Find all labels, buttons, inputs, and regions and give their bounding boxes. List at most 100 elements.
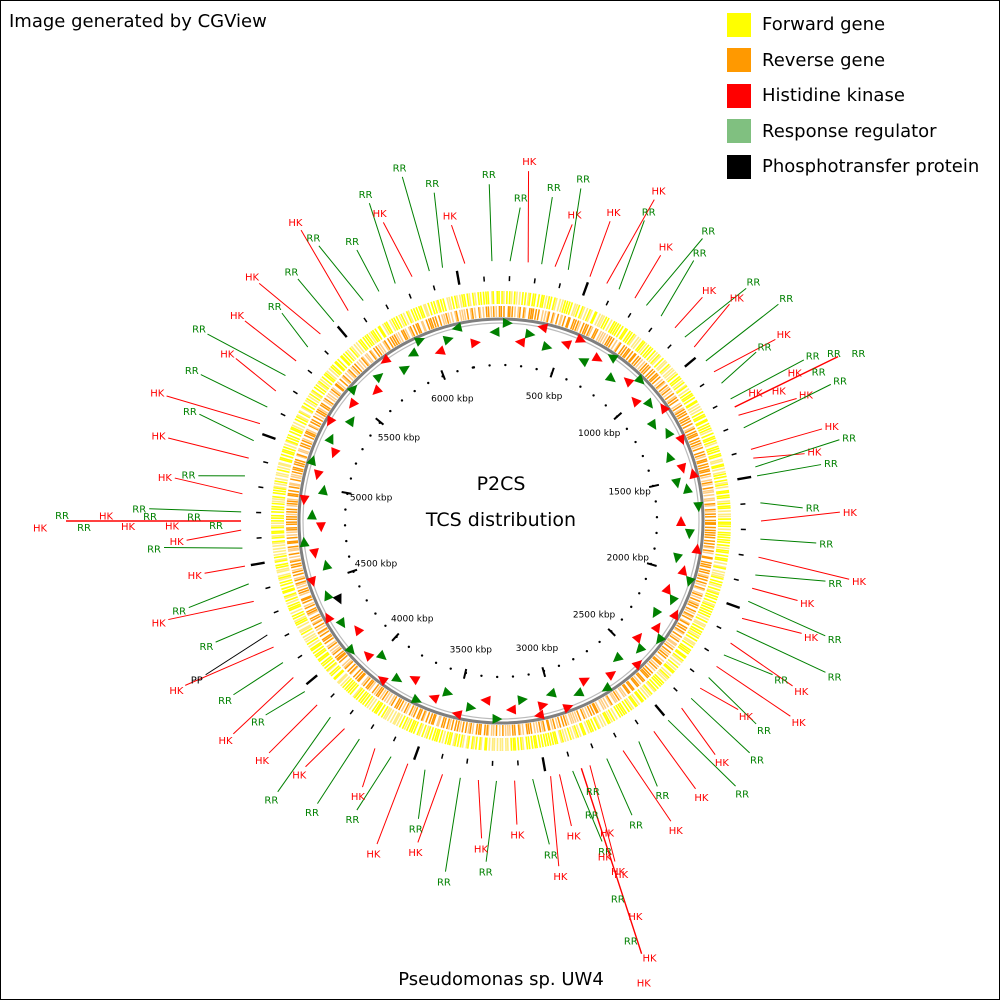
tcs-label: RR [185, 366, 199, 377]
reverse-gene-mark [312, 415, 324, 423]
reverse-gene-mark [308, 424, 319, 431]
forward-gene-mark [439, 298, 445, 312]
reverse-gene-mark [594, 701, 602, 713]
tcs-callout-line [638, 741, 658, 787]
tcs-arrowhead [560, 340, 573, 350]
forward-gene-mark [667, 373, 679, 383]
reverse-gene-mark [366, 680, 375, 690]
reverse-gene-mark [298, 447, 310, 454]
forward-gene-mark [539, 294, 544, 308]
tcs-arrowhead [325, 612, 335, 624]
forward-gene-mark [711, 573, 725, 579]
forward-gene-mark [271, 508, 285, 511]
outer-tick [412, 746, 421, 761]
forward-gene-mark [285, 438, 299, 446]
forward-gene-mark [702, 435, 716, 442]
forward-gene-mark [567, 302, 574, 315]
forward-gene-mark [311, 389, 324, 399]
forward-gene-mark [284, 593, 298, 600]
forward-gene-mark [337, 358, 348, 369]
tcs-label: HK [788, 369, 803, 380]
forward-gene-mark [281, 584, 295, 591]
ruler-dot [585, 650, 589, 653]
forward-gene-mark [291, 610, 305, 618]
tcs-arrowhead [335, 617, 346, 629]
reverse-gene-mark [288, 548, 300, 552]
tcs-callout-line [618, 220, 645, 290]
reverse-gene-mark [617, 344, 626, 355]
tcs-callout-line [755, 439, 840, 468]
legend-label: Phosphotransfer protein [762, 156, 980, 178]
forward-gene-mark [417, 305, 425, 319]
tcs-arrowhead [652, 606, 663, 618]
reverse-gene-mark [703, 545, 715, 549]
ruler-tick [347, 568, 358, 574]
forward-gene-mark [561, 729, 567, 742]
tcs-label: HK [739, 712, 754, 723]
reverse-gene-mark [637, 360, 646, 371]
forward-gene-mark [285, 440, 298, 447]
reverse-gene-mark [458, 720, 463, 733]
forward-gene-mark [690, 625, 703, 634]
reverse-gene-mark [679, 417, 691, 425]
forward-gene-mark [715, 485, 729, 490]
forward-gene-mark [398, 715, 406, 728]
reverse-gene-mark [320, 402, 331, 410]
forward-gene-mark [512, 737, 515, 751]
tcs-label: HK [772, 386, 787, 397]
tcs-label: RR [758, 343, 772, 354]
reverse-gene-mark [421, 320, 428, 332]
tcs-callout-line [233, 677, 294, 735]
reverse-gene-mark [700, 560, 712, 565]
forward-gene-mark [479, 737, 483, 751]
ruler-dot [598, 640, 601, 644]
reverse-gene-mark [447, 718, 453, 730]
reverse-gene-mark [630, 677, 639, 688]
forward-gene-mark [315, 383, 327, 393]
reverse-gene-mark [607, 337, 615, 348]
forward-gene-mark [281, 450, 295, 456]
reverse-gene-mark [537, 721, 542, 733]
outer-tick [581, 281, 590, 296]
reverse-gene-mark [626, 680, 635, 691]
ruler-tick [541, 666, 547, 678]
forward-gene-mark [286, 598, 299, 605]
forward-gene-mark [594, 716, 602, 729]
reverse-gene-mark [527, 723, 531, 735]
forward-gene-mark [706, 589, 720, 596]
forward-gene-mark [553, 297, 558, 311]
reverse-gene-mark [700, 475, 712, 479]
forward-gene-mark [373, 701, 383, 714]
reverse-gene-mark [642, 365, 652, 375]
tcs-callout-line [741, 617, 802, 634]
forward-gene-mark [382, 707, 391, 720]
reverse-gene-mark [688, 599, 700, 605]
reverse-gene-mark [288, 485, 300, 490]
reverse-gene-mark [290, 478, 302, 482]
forward-gene-mark [648, 351, 659, 363]
ruler-dot [344, 508, 347, 511]
tcs-callout-line [721, 351, 757, 384]
reverse-gene-mark [550, 312, 555, 324]
forward-gene-mark [296, 413, 309, 422]
forward-gene-mark [675, 384, 687, 394]
ruler-dot [519, 365, 523, 368]
forward-gene-mark [715, 553, 729, 558]
reverse-gene-mark [614, 342, 622, 353]
ruler-label: 4500 kbp [355, 559, 398, 569]
tcs-callout-line [606, 758, 633, 816]
forward-gene-mark [366, 696, 376, 709]
reverse-gene-mark [294, 458, 306, 464]
reverse-gene-mark [525, 723, 529, 735]
tcs-callout-line [485, 780, 497, 862]
reverse-gene-mark [431, 316, 437, 328]
ruler-label: 4000 kbp [391, 615, 434, 625]
forward-gene-mark [536, 294, 541, 308]
forward-gene-mark [521, 291, 524, 306]
forward-gene-mark [586, 309, 594, 323]
reverse-gene-mark [689, 439, 701, 446]
forward-gene-mark [584, 308, 592, 322]
forward-gene-mark [271, 534, 285, 538]
forward-gene-mark [683, 636, 696, 645]
forward-gene-mark [605, 710, 614, 723]
